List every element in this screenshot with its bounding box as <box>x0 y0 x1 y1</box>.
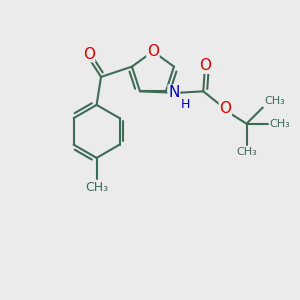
Text: O: O <box>199 58 211 73</box>
Text: CH₃: CH₃ <box>264 96 285 106</box>
Text: O: O <box>147 44 159 59</box>
Text: CH₃: CH₃ <box>236 147 257 157</box>
Text: O: O <box>219 101 231 116</box>
Text: CH₃: CH₃ <box>85 182 108 194</box>
Text: N: N <box>168 85 179 100</box>
Text: H: H <box>180 98 190 111</box>
Text: O: O <box>83 47 95 62</box>
Text: CH₃: CH₃ <box>269 119 290 129</box>
